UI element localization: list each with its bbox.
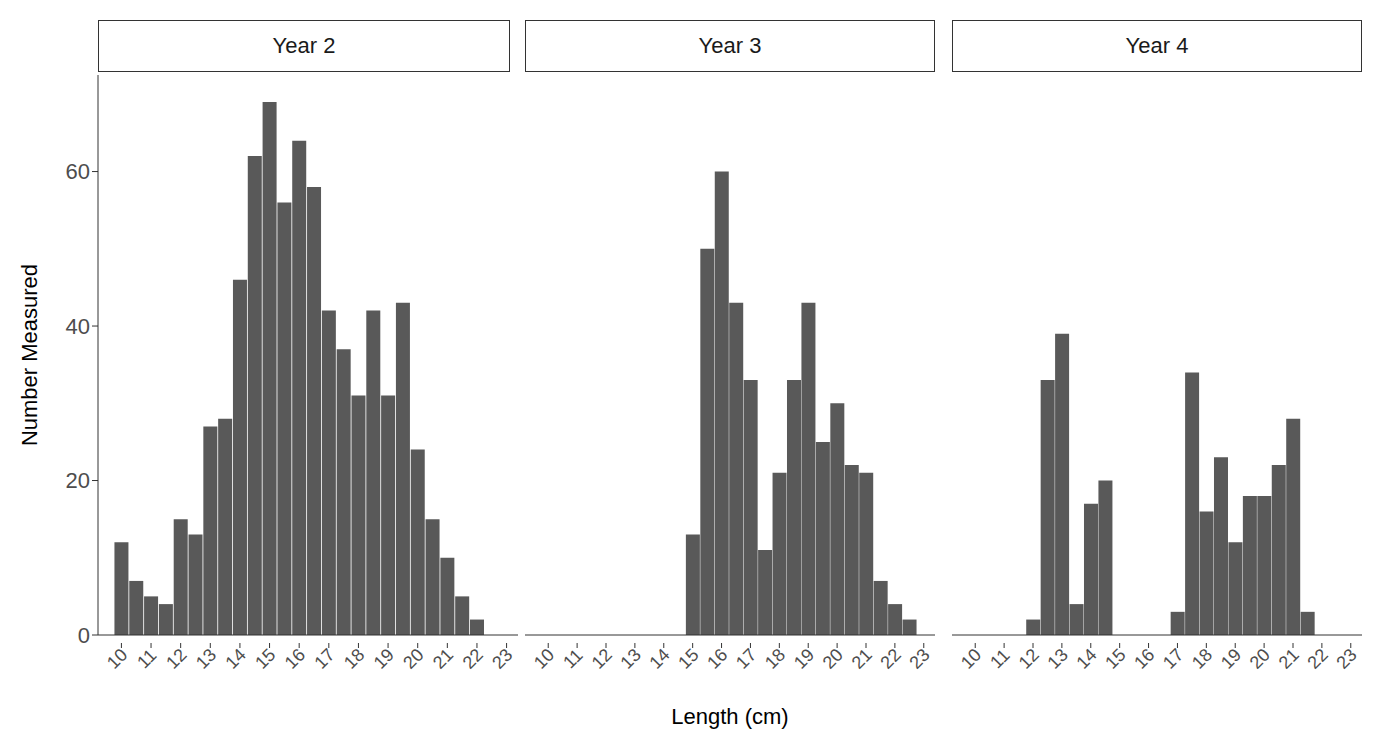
- svg-text:0: 0: [78, 623, 90, 648]
- svg-text:11: 11: [986, 645, 1013, 672]
- svg-text:23: 23: [488, 645, 516, 673]
- svg-text:40: 40: [66, 314, 90, 339]
- svg-text:16: 16: [703, 645, 731, 673]
- svg-text:18: 18: [1188, 645, 1216, 673]
- svg-text:15: 15: [674, 645, 702, 673]
- svg-text:13: 13: [1043, 645, 1071, 673]
- svg-text:23: 23: [1332, 645, 1360, 673]
- svg-text:17: 17: [732, 645, 760, 673]
- svg-text:20: 20: [1246, 645, 1274, 673]
- svg-text:16: 16: [281, 645, 309, 673]
- svg-text:15: 15: [1101, 645, 1129, 673]
- html-text:Number Measured: Number Measured: [17, 263, 42, 447]
- html-text:Length (cm): Length (cm): [671, 704, 789, 729]
- svg-text:18: 18: [340, 645, 368, 673]
- svg-text:23: 23: [905, 645, 933, 673]
- svg-text:13: 13: [192, 645, 220, 673]
- svg-text:14: 14: [1072, 645, 1100, 673]
- svg-text:20: 20: [399, 645, 427, 673]
- svg-text:21: 21: [848, 645, 876, 673]
- html-text:Year 2: Year 2: [272, 33, 336, 58]
- html-text:Year 3: Year 3: [698, 33, 762, 58]
- svg-text:15: 15: [251, 645, 279, 673]
- svg-text:19: 19: [790, 645, 818, 673]
- svg-text:10: 10: [957, 645, 985, 673]
- svg-text:10: 10: [103, 645, 131, 673]
- svg-text:20: 20: [819, 645, 847, 673]
- html-text:Year 4: Year 4: [1125, 33, 1189, 58]
- svg-text:12: 12: [588, 645, 616, 673]
- svg-text:14: 14: [222, 645, 250, 673]
- svg-text:20: 20: [66, 468, 90, 493]
- svg-text:13: 13: [616, 645, 644, 673]
- svg-text:17: 17: [310, 645, 338, 673]
- svg-text:10: 10: [530, 645, 558, 673]
- svg-text:21: 21: [429, 645, 457, 673]
- svg-text:11: 11: [133, 645, 160, 672]
- svg-text:17: 17: [1159, 645, 1187, 673]
- svg-text:60: 60: [66, 159, 90, 184]
- svg-text:22: 22: [1303, 645, 1331, 673]
- svg-text:19: 19: [370, 645, 398, 673]
- svg-text:18: 18: [761, 645, 789, 673]
- svg-text:12: 12: [1015, 645, 1043, 673]
- svg-text:22: 22: [459, 645, 487, 673]
- svg-text:11: 11: [559, 645, 586, 672]
- svg-text:12: 12: [162, 645, 190, 673]
- svg-text:14: 14: [645, 645, 673, 673]
- svg-text:21: 21: [1275, 645, 1303, 673]
- svg-text:22: 22: [876, 645, 904, 673]
- svg-text:19: 19: [1217, 645, 1245, 673]
- svg-text:16: 16: [1130, 645, 1158, 673]
